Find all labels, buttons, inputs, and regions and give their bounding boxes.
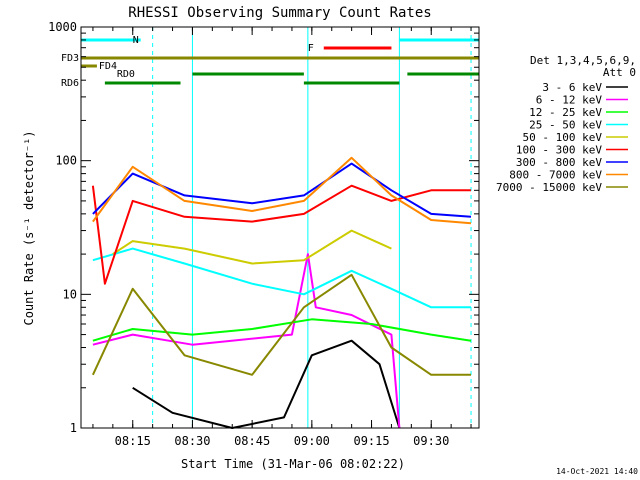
series-line-3: [92, 247, 471, 309]
series-line-7: [92, 156, 472, 225]
series-line-2: [92, 318, 472, 342]
y-tick-label: 10: [63, 287, 77, 301]
y-tick-label: 1: [70, 421, 77, 435]
x-tick-label: 09:15: [353, 434, 389, 448]
y-tick-label: 100: [55, 154, 77, 168]
series-line-8: [91, 273, 471, 376]
legend-label-2: 12 - 25 keV: [529, 106, 602, 119]
flag-label-fd4: FD4: [99, 61, 117, 72]
x-tick-label: 08:45: [234, 434, 270, 448]
legend-header-1: Att 0: [603, 66, 636, 79]
series-line-6: [92, 162, 472, 218]
legend-label-6: 300 - 800 keV: [516, 156, 602, 169]
flag-label-f: F: [308, 43, 314, 54]
flag-label-n: N: [133, 35, 139, 46]
flag-label-fd3: FD3: [61, 53, 79, 64]
y-tick-label: 1000: [48, 20, 77, 34]
chart-title: RHESSI Observing Summary Count Rates: [128, 5, 431, 21]
y-axis-label: Count Rate (s⁻¹ detector⁻¹): [22, 130, 36, 325]
legend-header-0: Det 1,3,4,5,6,9,: [530, 54, 636, 67]
legend-label-4: 50 - 100 keV: [523, 131, 603, 144]
legend-label-1: 6 - 12 keV: [536, 94, 603, 107]
series-line-5: [91, 184, 471, 285]
flag-label-rd6: RD6: [61, 78, 79, 89]
x-tick-label: 08:30: [174, 434, 210, 448]
legend-label-0: 3 - 6 keV: [542, 81, 602, 94]
x-axis-label: Start Time (31-Mar-06 08:02:22): [181, 457, 405, 471]
plot-frame: [80, 26, 480, 429]
x-tick-label: 09:30: [413, 434, 449, 448]
series-line-1: [92, 253, 401, 429]
timestamp: 14-Oct-2021 14:40: [556, 467, 638, 476]
legend-label-5: 100 - 300 keV: [516, 144, 602, 157]
flag-label-rd0: RD0: [117, 69, 135, 80]
series-line-4: [112, 229, 392, 265]
x-tick-label: 09:00: [294, 434, 330, 448]
legend-label-3: 25 - 50 keV: [529, 119, 602, 132]
x-tick-label: 08:15: [115, 434, 151, 448]
legend-label-7: 800 - 7000 keV: [509, 169, 602, 182]
series-line-0: [132, 339, 401, 429]
legend-label-8: 7000 - 15000 keV: [496, 181, 602, 194]
